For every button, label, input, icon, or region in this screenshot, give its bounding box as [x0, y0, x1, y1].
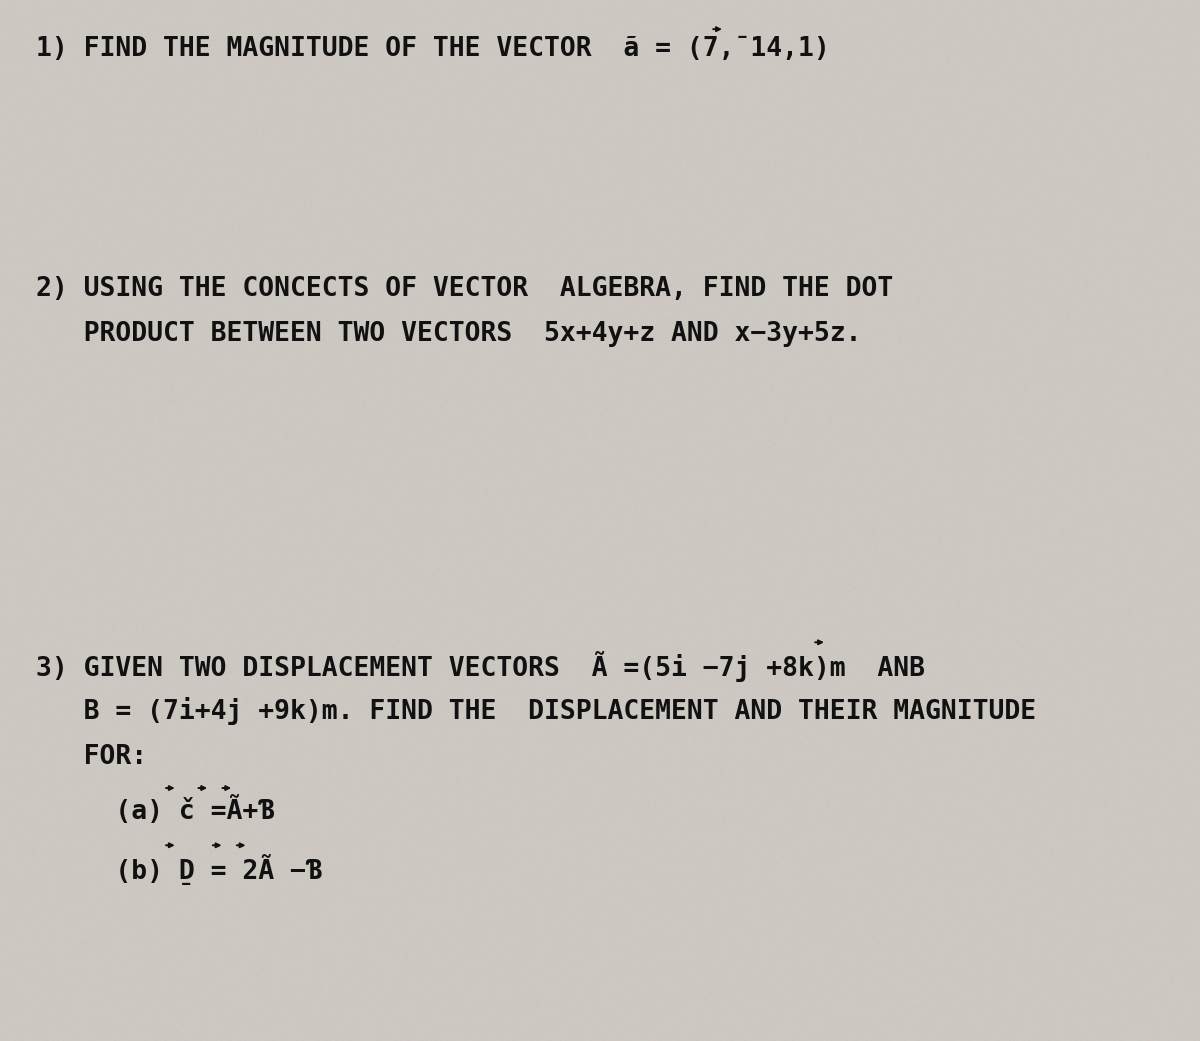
Text: 2) USING THE CONCECTS OF VECTOR  ALGEBRA, FIND THE DOT: 2) USING THE CONCECTS OF VECTOR ALGEBRA,…	[36, 276, 893, 302]
Text: B = (7i+4j +9k)m. FIND THE  DISPLACEMENT AND THEIR MAGNITUDE: B = (7i+4j +9k)m. FIND THE DISPLACEMENT …	[36, 697, 1036, 726]
Text: (a) č =Ã+Ɓ: (a) č =Ã+Ɓ	[36, 796, 274, 826]
Text: 1) FIND THE MAGNITUDE OF THE VECTOR  ã = (7,¯14,1): 1) FIND THE MAGNITUDE OF THE VECTOR ã = …	[36, 36, 829, 62]
Text: PRODUCT BETWEEN TWO VECTORS  5x+4y+z AND x−3y+5z.: PRODUCT BETWEEN TWO VECTORS 5x+4y+z AND …	[36, 321, 862, 347]
Text: (b) Ḏ = 2Ã −Ɓ: (b) Ḏ = 2Ã −Ɓ	[36, 854, 322, 885]
Text: FOR:: FOR:	[36, 744, 148, 770]
Text: 3) GIVEN TWO DISPLACEMENT VECTORS  Ã =(5i −7j +8k)m  ANB: 3) GIVEN TWO DISPLACEMENT VECTORS Ã =(5i…	[36, 651, 925, 682]
